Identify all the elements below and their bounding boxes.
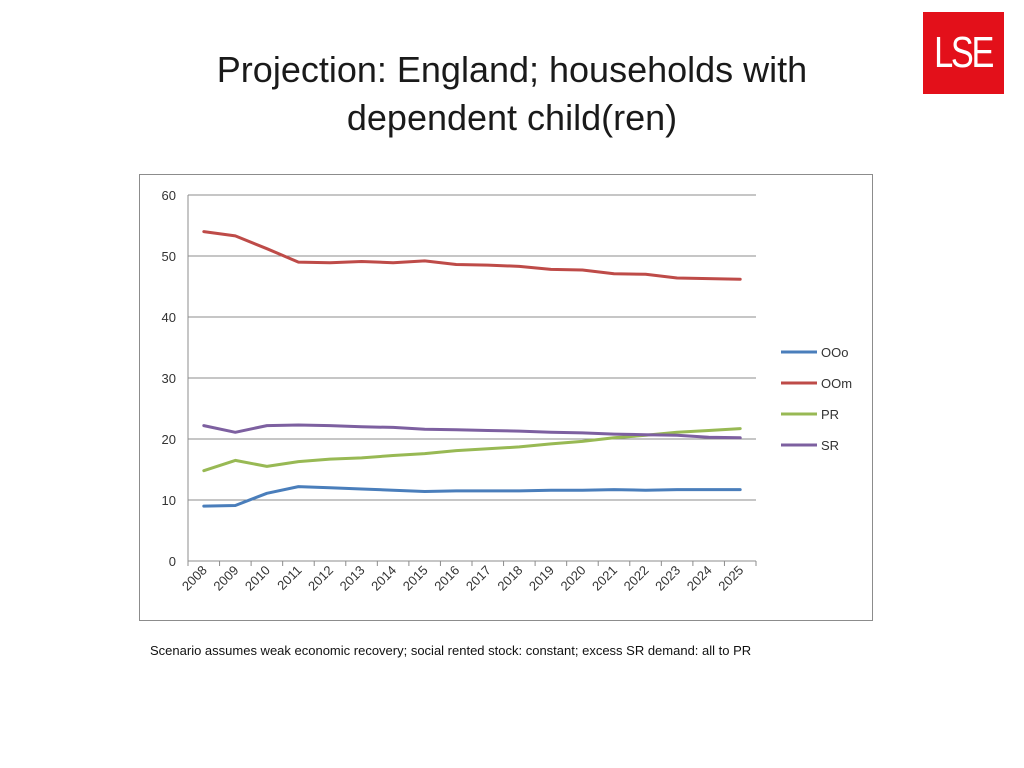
y-tick-label: 0	[169, 554, 176, 569]
legend-label-sr: SR	[821, 438, 839, 453]
slide-title-line-2: dependent child(ren)	[346, 97, 678, 138]
y-axis-tick-labels: 0 10 20 30 40 50 60	[162, 188, 176, 569]
x-tick-label: 2025	[715, 563, 746, 594]
x-tick-label: 2021	[589, 563, 620, 594]
legend-label-pr: PR	[821, 407, 839, 422]
series-line-sr	[202, 423, 742, 440]
x-tick-label: 2016	[431, 563, 462, 594]
gridlines	[188, 194, 756, 501]
slide-title: Projection: England; households with dep…	[112, 46, 912, 142]
x-tick-label: 2022	[621, 563, 652, 594]
x-tick-label: 2011	[274, 563, 304, 593]
y-tick-label: 50	[162, 249, 176, 264]
x-tick-label: 2009	[210, 563, 241, 594]
footnote: Scenario assumes weak economic recovery;…	[150, 643, 752, 658]
chart-frame: 0 10 20 30 40 50 60 2008 2009 2010 2011 2012 2013 20…	[139, 174, 873, 621]
legend-label-oom: OOm	[821, 376, 852, 391]
lse-logo: LSE	[923, 12, 1004, 94]
y-tick-label: 40	[162, 310, 176, 325]
y-tick-label: 20	[162, 432, 176, 447]
series-line-ooo	[202, 485, 742, 508]
y-tick-label: 30	[162, 371, 176, 386]
x-tick-label: 2023	[652, 563, 683, 594]
y-tick-label: 10	[162, 493, 176, 508]
series-lines	[202, 230, 742, 508]
y-tick-label: 60	[162, 188, 176, 203]
x-tick-label: 2019	[526, 563, 557, 594]
legend-label-ooo: OOo	[821, 345, 848, 360]
x-tick-label: 2010	[242, 563, 273, 594]
x-tick-label: 2008	[179, 563, 210, 594]
axes	[187, 195, 757, 566]
x-tick-label: 2020	[558, 563, 589, 594]
x-tick-label: 2015	[400, 563, 431, 594]
x-tick-label: 2024	[684, 563, 715, 594]
lse-logo-text: LSE	[934, 28, 995, 77]
series-line-oom	[202, 230, 742, 281]
x-tick-label: 2013	[337, 563, 368, 594]
x-tick-label: 2012	[305, 563, 336, 594]
x-axis-tick-labels: 2008 2009 2010 2011 2012 2013 2014 2015 2016 2017…	[179, 563, 747, 594]
slide-title-line-1: Projection: England; households with	[216, 49, 808, 90]
x-tick-label: 2014	[368, 563, 399, 594]
x-tick-label: 2017	[463, 563, 494, 594]
legend: OOo OOm PR SR	[781, 345, 852, 453]
x-tick-label: 2018	[494, 563, 525, 594]
